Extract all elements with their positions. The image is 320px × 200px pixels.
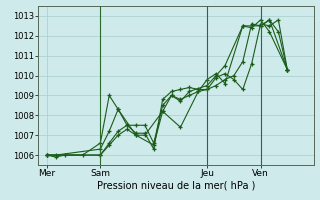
- X-axis label: Pression niveau de la mer( hPa ): Pression niveau de la mer( hPa ): [97, 181, 255, 191]
